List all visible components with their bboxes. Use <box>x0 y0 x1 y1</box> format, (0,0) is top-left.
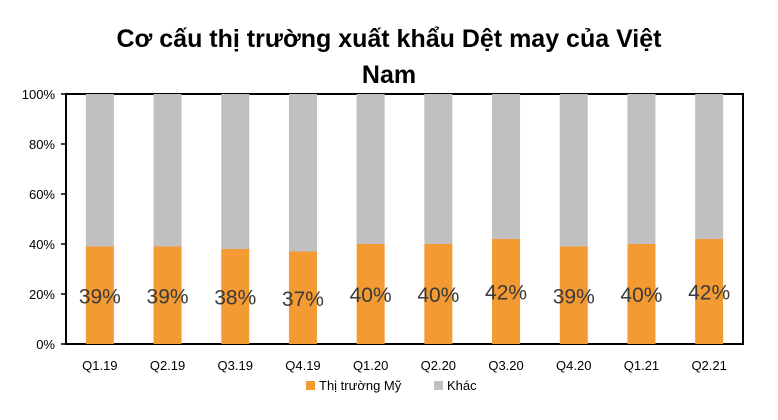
bar-segment-khac <box>424 94 453 244</box>
x-tick-label: Q3.20 <box>488 358 523 373</box>
data-label: 40% <box>350 284 392 307</box>
bar-segment-khac <box>288 94 317 252</box>
bar-segment-my <box>221 249 250 344</box>
data-label: 42% <box>688 282 730 305</box>
legend-swatch-khac <box>434 381 443 390</box>
y-tick-label: 40% <box>29 237 55 252</box>
y-tick-label: 60% <box>29 187 55 202</box>
bar-segment-my <box>356 244 385 344</box>
legend: Thị trường Mỹ Khác <box>306 378 477 393</box>
x-axis: Q1.19 Q2.19 Q3.19 Q4.19 Q1.20 Q2.20 Q3.20 Q4.20… <box>82 358 727 373</box>
bar-segment-khac <box>85 94 114 247</box>
data-label: 40% <box>620 284 662 307</box>
plot-area <box>65 93 744 345</box>
bar-segment-my <box>288 251 317 344</box>
y-tick-label: 100% <box>22 87 56 102</box>
chart-title-line1: Cơ cấu thị trường xuất khẩu Dệt may của … <box>117 25 663 53</box>
bar-segment-my <box>695 239 724 344</box>
bar-segment-my <box>85 246 114 344</box>
bar-segment-my <box>153 246 182 344</box>
x-tick-label: Q2.19 <box>150 358 185 373</box>
data-label: 42% <box>485 282 527 305</box>
x-tick-label: Q4.19 <box>285 358 320 373</box>
bar-segment-my <box>424 244 453 344</box>
data-label: 39% <box>553 285 595 308</box>
bar-segment-khac <box>695 94 724 239</box>
x-tick-label: Q2.20 <box>421 358 456 373</box>
data-label: 39% <box>147 285 189 308</box>
x-tick-label: Q4.20 <box>556 358 591 373</box>
data-label: 40% <box>417 284 459 307</box>
y-tick-label: 20% <box>29 287 55 302</box>
chart-title-line2: Nam <box>362 61 416 89</box>
bar-segment-khac <box>559 94 588 247</box>
bar-segment-my <box>559 246 588 344</box>
x-tick-label: Q1.21 <box>624 358 659 373</box>
data-label: 39% <box>79 285 121 308</box>
y-axis: 0% 20% 40% 60% 80% 100% <box>22 87 66 352</box>
bar-segment-khac <box>356 94 385 244</box>
bars-group: 39% 39% 38% 37% 40% 40% 42% 39% 40% 42% <box>79 94 730 344</box>
x-tick-label: Q1.19 <box>82 358 117 373</box>
legend-swatch-my <box>306 381 315 390</box>
data-label: 38% <box>214 287 256 310</box>
bar-segment-khac <box>153 94 182 247</box>
x-tick-label: Q3.19 <box>218 358 253 373</box>
x-tick-label: Q1.20 <box>353 358 388 373</box>
x-tick-label: Q2.21 <box>691 358 726 373</box>
legend-label-my: Thị trường Mỹ <box>319 378 402 393</box>
bar-segment-khac <box>627 94 656 244</box>
bar-segment-khac <box>221 94 250 249</box>
bar-segment-khac <box>492 94 521 239</box>
legend-label-khac: Khác <box>447 378 477 393</box>
bar-segment-my <box>627 244 656 344</box>
data-label: 37% <box>282 288 324 311</box>
bar-segment-my <box>492 239 521 344</box>
y-tick-label: 80% <box>29 137 55 152</box>
y-tick-label: 0% <box>36 337 55 352</box>
